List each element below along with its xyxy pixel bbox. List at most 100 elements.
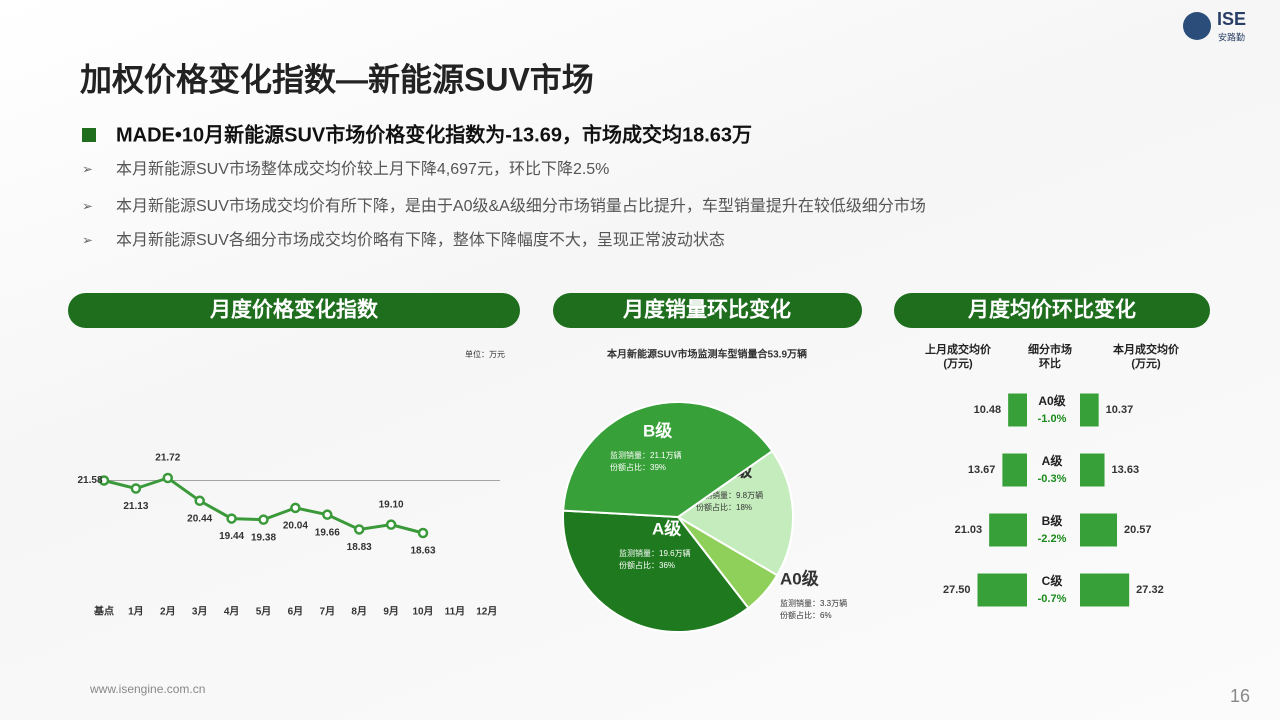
price-point [353, 524, 365, 535]
x-tick-label: 8月 [351, 606, 367, 618]
pie-subtitle: 本月新能源SUV市场监测车型销量合53.9万辆 [607, 348, 807, 361]
data-label: 20.44 [187, 513, 212, 524]
slice-volume: 监测销量：9.8万辆 [696, 490, 763, 500]
x-tick-label: 2月 [160, 606, 176, 618]
pie-slice [676, 449, 794, 577]
slice-volume: 监测销量：19.6万辆 [619, 548, 691, 558]
prev-bar [977, 573, 1027, 607]
bullet-arrow: ➢ [82, 161, 93, 176]
page-number: 16 [1230, 686, 1250, 706]
change-label: -0.7% [1038, 593, 1067, 605]
slice-share: 份额占比：39% [610, 462, 666, 472]
x-tick-label: 12月 [476, 606, 497, 618]
slice-label: A级 [652, 518, 681, 538]
bullet: 本月新能源SUV市场整体成交均价较上月下降4,697元，环比下降2.5% [116, 160, 609, 178]
data-label: 21.13 [123, 501, 148, 512]
footer-url: www.isengine.com.cn [89, 682, 205, 696]
prev-label: 27.50 [943, 584, 971, 596]
curr-bar [1080, 573, 1130, 607]
data-label: 21.58 [77, 475, 102, 486]
price-point [162, 472, 174, 484]
pie-slice [562, 509, 750, 633]
curr-label: 27.32 [1136, 584, 1164, 596]
price-point [258, 514, 269, 525]
change-label: -2.2% [1038, 533, 1067, 545]
x-tick-label: 3月 [192, 606, 208, 618]
data-label: 21.72 [155, 453, 180, 464]
slice-volume: 监测销量：3.3万辆 [780, 598, 847, 608]
panel-header [68, 293, 520, 328]
x-tick-label: 7月 [320, 606, 336, 618]
logo-mark [1183, 12, 1211, 40]
data-label: 20.04 [283, 521, 308, 532]
curr-label: 20.57 [1124, 524, 1152, 536]
prev-label: 21.03 [955, 524, 983, 536]
price-point [194, 495, 205, 507]
unit-label: 单位：万元 [465, 349, 505, 359]
panel-title: 月度价格变化指数 [209, 298, 379, 322]
x-tick-label: 基点 [93, 605, 114, 618]
slice-volume: 监测销量：21.1万辆 [610, 450, 682, 460]
segment-label: B级 [1042, 513, 1063, 528]
prev-bar [1002, 453, 1027, 487]
price-point [385, 519, 397, 530]
segment-label: A级 [1042, 453, 1063, 468]
bullet-arrow: ➢ [82, 232, 93, 247]
bullet-arrow: ➢ [82, 198, 93, 213]
bullet: 本月新能源SUV市场成交均价有所下降，是由于A0级&A级细分市场销量占比提升，车… [116, 197, 926, 215]
curr-bar [1080, 453, 1105, 487]
slice-share: 份额占比：36% [619, 560, 675, 570]
curr-bar [1080, 393, 1099, 427]
panel-header [894, 293, 1210, 328]
slice-share: 份额占比：6% [780, 610, 832, 620]
panel-title: 月度销量环比变化 [622, 298, 791, 322]
column-header: 细分市场 环比 [1028, 344, 1072, 370]
slice-label: B级 [643, 420, 672, 440]
column-header: 上月成交均价 (万元) [925, 344, 991, 370]
data-label: 19.44 [219, 531, 244, 542]
x-tick-label: 10月 [412, 606, 433, 618]
panel-header [553, 293, 862, 328]
headline: MADE•10月新能源SUV市场价格变化指数为-13.69，市场成交均18.63… [116, 122, 752, 146]
change-label: -0.3% [1038, 473, 1067, 485]
change-label: -1.0% [1038, 413, 1067, 425]
x-tick-label: 5月 [256, 606, 272, 618]
prev-label: 10.48 [974, 404, 1002, 416]
bullet: 本月新能源SUV各细分市场成交均价略有下降，整体下降幅度不大，呈现正常波动状态 [116, 231, 725, 249]
headline-marker [82, 128, 96, 142]
price-point [290, 502, 301, 514]
prev-label: 13.67 [968, 464, 996, 476]
panel-title: 月度均价环比变化 [967, 298, 1136, 322]
x-tick-label: 4月 [224, 606, 240, 618]
x-tick-label: 9月 [383, 606, 399, 618]
data-label: 19.10 [379, 499, 404, 510]
segment-label: A0级 [1038, 393, 1065, 408]
x-tick-label: 11月 [445, 606, 466, 618]
price-point [226, 513, 237, 524]
price-point [322, 509, 333, 520]
curr-label: 13.63 [1112, 464, 1140, 476]
prev-bar [1008, 393, 1027, 427]
price-point [130, 483, 142, 494]
price-point [98, 475, 110, 486]
pie-slice [562, 401, 774, 519]
price-point [417, 527, 429, 539]
data-label: 18.83 [347, 542, 372, 553]
logo-sub: 安路勤 [1218, 31, 1245, 42]
data-label: 19.66 [315, 527, 340, 538]
column-header: 本月成交均价 (万元) [1113, 344, 1179, 370]
slice-label: A0级 [780, 568, 819, 588]
x-tick-label: 1月 [128, 606, 144, 618]
segment-label: C级 [1042, 573, 1063, 588]
curr-bar [1080, 513, 1118, 547]
data-label: 18.63 [410, 546, 435, 557]
slide-title: 加权价格变化指数—新能源SUV市场 [80, 61, 594, 97]
slice-share: 份额占比：18% [696, 502, 752, 512]
prev-bar [989, 513, 1027, 547]
logo-text: ISE [1217, 9, 1246, 29]
curr-label: 10.37 [1106, 404, 1134, 416]
data-label: 19.38 [251, 532, 276, 543]
x-tick-label: 6月 [288, 606, 304, 618]
